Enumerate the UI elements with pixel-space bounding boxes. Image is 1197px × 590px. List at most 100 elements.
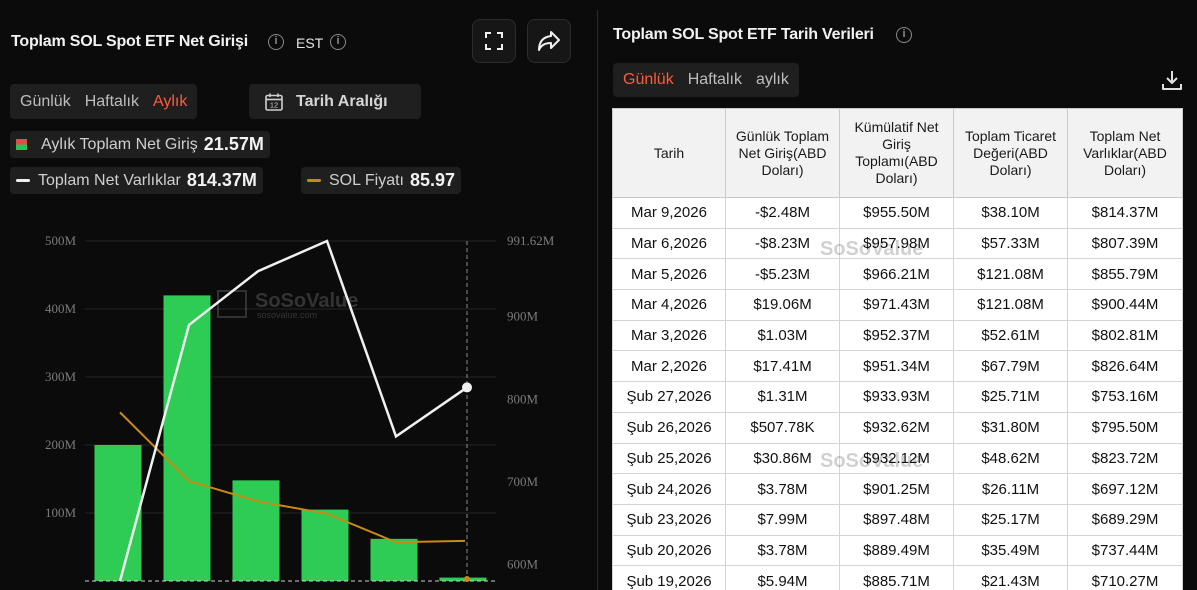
cell-date: Mar 9,2026 — [612, 197, 726, 229]
net-assets-point — [462, 382, 472, 393]
header-daily-net-inflow[interactable]: Günlük Toplam Net Giriş(ABD Doları) — [725, 108, 840, 198]
svg-text:12: 12 — [270, 100, 278, 109]
cell-date: Mar 3,2026 — [612, 319, 726, 352]
header-date[interactable]: Tarih — [612, 108, 726, 198]
cell-daily-net-inflow: $3.78M — [725, 534, 840, 567]
cell-total-value-traded: $21.43M — [953, 565, 1068, 590]
cell-cumulative-net-inflow: $932.62M — [839, 411, 954, 444]
cell-cumulative-net-inflow: $932.12M — [839, 442, 954, 475]
cell-daily-net-inflow: $17.41M — [725, 350, 840, 383]
bar-swatch-icon — [16, 139, 27, 150]
table-row[interactable]: Mar 2,2026 $17.41M $951.34M $67.79M $826.64M — [612, 350, 1183, 383]
y-right-tick-label: 900M — [507, 309, 539, 324]
y-right-tick-label: 991.62M — [507, 233, 555, 248]
net-assets-line — [118, 239, 468, 582]
bar — [439, 577, 487, 581]
watermark: SoSoValue — [255, 290, 358, 312]
cell-daily-net-inflow: $30.86M — [725, 442, 840, 475]
cell-total-value-traded: $52.61M — [953, 319, 1068, 352]
cell-date: Şub 19,2026 — [612, 565, 726, 590]
cell-date: Mar 4,2026 — [612, 289, 726, 321]
table-row[interactable]: Mar 3,2026 $1.03M $952.37M $52.61M $802.81M — [612, 319, 1183, 352]
cell-daily-net-inflow: $5.94M — [725, 565, 840, 590]
info-icon[interactable]: i — [268, 34, 284, 50]
expand-icon — [485, 32, 503, 50]
table-row[interactable]: Mar 9,2026 -$2.48M $955.50M $38.10M $814.37M — [612, 197, 1183, 229]
combo-chart[interactable]: 500M 400M 300M 200M 100M 991.62M 900M 800M 700M 6… — [0, 225, 592, 590]
cell-total-net-assets: $795.50M — [1067, 411, 1183, 444]
date-range-button[interactable]: 12 Tarih Aralığı — [249, 84, 421, 119]
tab-daily[interactable]: Günlük — [20, 92, 71, 110]
timezone-label: EST — [296, 35, 324, 51]
tab-daily[interactable]: Günlük — [623, 71, 674, 88]
table-row[interactable]: Şub 26,2026 $507.78K $932.62M $31.80M $795.5… — [612, 411, 1183, 444]
cell-cumulative-net-inflow: $951.34M — [839, 350, 954, 383]
cell-cumulative-net-inflow: $957.98M — [839, 227, 954, 260]
legend-monthly-net-inflow[interactable]: Aylık Toplam Net Giriş 21.57M — [10, 131, 270, 158]
expand-button[interactable] — [472, 19, 516, 63]
cell-total-value-traded: $35.49M — [953, 534, 1068, 567]
cell-total-net-assets: $900.44M — [1067, 289, 1183, 321]
table-row[interactable]: Şub 20,2026 $3.78M $889.49M $35.49M $737.44M — [612, 534, 1183, 567]
share-button[interactable] — [527, 19, 571, 63]
cell-total-net-assets: $689.29M — [1067, 503, 1183, 536]
cell-date: Şub 27,2026 — [612, 381, 726, 413]
cell-date: Şub 26,2026 — [612, 411, 726, 444]
tab-monthly[interactable]: Aylık — [152, 92, 188, 110]
legend-total-net-assets[interactable]: Toplam Net Varlıklar 814.37M — [10, 167, 263, 194]
cell-daily-net-inflow: $1.31M — [725, 381, 840, 413]
tab-monthly[interactable]: aylık — [755, 71, 789, 88]
history-title: Toplam SOL Spot ETF Tarih Verileri — [613, 26, 874, 43]
y-right-tick-label: 600M — [507, 556, 539, 571]
legend-sol-price[interactable]: SOL Fiyatı 85.97 — [301, 167, 462, 194]
cell-daily-net-inflow: $1.03M — [725, 319, 840, 352]
cell-date: Mar 6,2026 — [612, 227, 726, 260]
tab-weekly[interactable]: Haftalık — [687, 71, 742, 88]
cell-date: Mar 5,2026 — [612, 258, 726, 291]
table-row[interactable]: Mar 4,2026 $19.06M $971.43M $121.08M $900.44… — [612, 289, 1183, 321]
cell-total-value-traded: $26.11M — [953, 473, 1068, 505]
table-row[interactable]: Mar 5,2026 -$5.23M $966.21M $121.08M $855.79… — [612, 258, 1183, 291]
cell-total-value-traded: $38.10M — [953, 197, 1068, 229]
y-right-tick-label: 700M — [507, 474, 539, 489]
cell-total-value-traded: $25.71M — [953, 381, 1068, 413]
table-row[interactable]: Şub 27,2026 $1.31M $933.93M $25.71M $753.16M — [612, 381, 1183, 413]
table-row[interactable]: Şub 19,2026 $5.94M $885.71M $21.43M $710.27M — [612, 565, 1183, 590]
history-table: Tarih Günlük Toplam Net Giriş(ABD Doları… — [612, 108, 1183, 590]
table-row[interactable]: Şub 24,2026 $3.78M $901.25M $26.11M $697.12M — [612, 473, 1183, 505]
info-icon[interactable]: i — [896, 27, 912, 43]
cell-total-value-traded: $25.17M — [953, 503, 1068, 536]
cell-total-value-traded: $121.08M — [953, 258, 1068, 291]
calendar-icon: 12 — [265, 93, 283, 111]
cell-cumulative-net-inflow: $897.48M — [839, 503, 954, 536]
cell-total-net-assets: $823.72M — [1067, 442, 1183, 475]
cell-date: Şub 24,2026 — [612, 473, 726, 505]
bar — [163, 295, 211, 581]
timezone-info-icon[interactable]: i — [330, 34, 346, 50]
header-cumulative-net-inflow[interactable]: Kümülatif Net Giriş Toplamı(ABD Doları) — [839, 108, 954, 198]
download-icon[interactable] — [1160, 68, 1184, 92]
chart-title: Toplam SOL Spot ETF Net Girişi — [11, 33, 248, 50]
cell-daily-net-inflow: -$2.48M — [725, 197, 840, 229]
cell-total-net-assets: $737.44M — [1067, 534, 1183, 567]
table-row[interactable]: Şub 23,2026 $7.99M $897.48M $25.17M $689.29M — [612, 503, 1183, 536]
cell-date: Şub 25,2026 — [612, 442, 726, 475]
watermark-logo-icon — [217, 290, 247, 318]
table-row[interactable]: Şub 25,2026 $30.86M $932.12M $48.62M $823.72… — [612, 442, 1183, 475]
cell-daily-net-inflow: $507.78K — [725, 411, 840, 444]
tab-weekly[interactable]: Haftalık — [84, 92, 139, 110]
cell-total-net-assets: $710.27M — [1067, 565, 1183, 590]
line-swatch-icon — [16, 179, 30, 182]
cell-total-net-assets: $753.16M — [1067, 381, 1183, 413]
cell-total-value-traded: $67.79M — [953, 350, 1068, 383]
bar — [301, 509, 349, 581]
header-total-net-assets[interactable]: Toplam Net Varlıklar(ABD Doları) — [1067, 108, 1183, 198]
table-row[interactable]: Mar 6,2026 -$8.23M $957.98M $57.33M $807.39M — [612, 227, 1183, 260]
cell-cumulative-net-inflow: $971.43M — [839, 289, 954, 321]
y-left-tick-label: 100M — [45, 505, 77, 520]
y-left-tick-label: 200M — [45, 437, 77, 452]
watermark: SoSoValue — [820, 238, 924, 260]
cell-cumulative-net-inflow: $966.21M — [839, 258, 954, 291]
header-total-value-traded[interactable]: Toplam Ticaret Değeri(ABD Doları) — [953, 108, 1068, 198]
cell-total-value-traded: $57.33M — [953, 227, 1068, 260]
